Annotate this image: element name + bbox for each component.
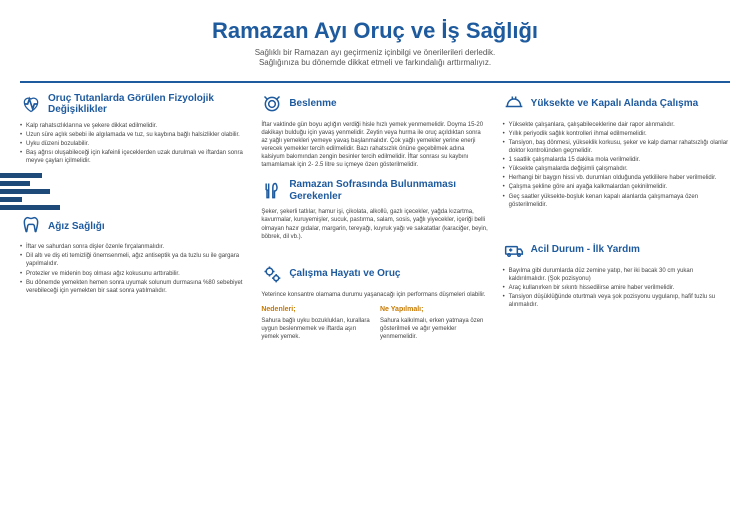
sub-heading-causes: Nedenleri; — [261, 305, 370, 314]
section-body: İftar ve sahurdan sonra dişler özenle fı… — [20, 243, 247, 295]
two-column: Nedenleri; Sahura bağlı uyku bozukluklar… — [261, 305, 488, 342]
section-body: Yeterince konsantre olamama durumu yaşan… — [261, 291, 488, 299]
list-item: Yüksekte çalışmalarda değişimli çalışmal… — [503, 165, 730, 173]
section-body: İftar vaktinde gün boyu açlığın verdiği … — [261, 121, 488, 170]
list-item: Kalp rahatsızlıklarına ve şekere dikkat … — [20, 122, 247, 130]
list: Bayılma gibi durumlarda düz zemine yatıp… — [503, 267, 730, 309]
list-item: 1 saatlik çalışmalarda 15 dakika mola ve… — [503, 156, 730, 164]
section-title: Yüksekte ve Kapalı Alanda Çalışma — [531, 98, 699, 110]
list-item: Protezler ve midenin boş olması ağız kok… — [20, 270, 247, 278]
sub-text: Sahura bağlı uyku bozuklukları, kurallar… — [261, 317, 370, 341]
gears-icon — [261, 263, 283, 285]
content-grid: Oruç Tutanlarda Görülen Fizyolojik Değiş… — [0, 93, 750, 342]
plate-icon — [261, 180, 283, 202]
list-item: Tansiyon düşüklüğünde oturtmalı veya şok… — [503, 293, 730, 309]
list-item: Çalışma şekline göre ani ayağa kalkmalar… — [503, 183, 730, 191]
tooth-icon — [20, 215, 42, 237]
meal-icon — [261, 93, 283, 115]
sub-text: Sahura kalkılmalı, erken yatmaya özen gö… — [380, 317, 489, 341]
section-title: Acil Durum - İlk Yardım — [531, 244, 640, 256]
list: Kalp rahatsızlıklarına ve şekere dikkat … — [20, 122, 247, 165]
section-title: Ramazan Sofrasında Bulunmaması Gerekenle… — [289, 179, 488, 202]
heartbeat-icon — [20, 93, 42, 115]
page-title: Ramazan Ayı Oruç ve İş Sağlığı — [50, 18, 700, 44]
helmet-icon — [503, 93, 525, 115]
subtitle-2: Sağlığınıza bu dönemde dikkat etmeli ve … — [50, 58, 700, 68]
list-item: İftar ve sahurdan sonra dişler özenle fı… — [20, 243, 247, 251]
section-title: Beslenme — [289, 98, 336, 110]
section-body: Şeker, şekerli tatlılar, hamur işi, çiko… — [261, 208, 488, 240]
section-title: Çalışma Hayatı ve Oruç — [289, 268, 400, 280]
header: Ramazan Ayı Oruç ve İş Sağlığı Sağlıklı … — [20, 0, 730, 83]
section-work-fasting: Çalışma Hayatı ve Oruç Yeterince konsant… — [261, 263, 488, 342]
section-heights-confined: Yüksekte ve Kapalı Alanda Çalışma Yüksek… — [503, 93, 730, 209]
section-title: Ağız Sağlığı — [48, 221, 105, 233]
list: Yüksekte çalışanlara, çalışabileceklerin… — [503, 121, 730, 209]
section-nutrition: Beslenme İftar vaktinde gün boyu açlığın… — [261, 93, 488, 170]
sub-heading-actions: Ne Yapılmalı; — [380, 305, 489, 314]
ambulance-icon — [503, 239, 525, 261]
list: İftar ve sahurdan sonra dişler özenle fı… — [20, 243, 247, 295]
list-item: Bayılma gibi durumlarda düz zemine yatıp… — [503, 267, 730, 283]
subtitle-1: Sağlıklı bir Ramazan ayı geçirmeniz için… — [50, 48, 700, 58]
section-oral-health: Ağız Sağlığı İftar ve sahurdan sonra diş… — [20, 215, 247, 295]
section-physiological: Oruç Tutanlarda Görülen Fizyolojik Değiş… — [20, 93, 247, 165]
section-avoid-foods: Ramazan Sofrasında Bulunmaması Gerekenle… — [261, 179, 488, 240]
list-item: Uyku düzeni bozulabilir. — [20, 140, 247, 148]
section-body: Yüksekte çalışanlara, çalışabileceklerin… — [503, 121, 730, 209]
decorative-bars — [0, 173, 60, 213]
list-item: Araç kullanırken bir sıkıntı hissedilirs… — [503, 284, 730, 292]
section-first-aid: Acil Durum - İlk Yardım Bayılma gibi dur… — [503, 239, 730, 309]
section-body: Kalp rahatsızlıklarına ve şekere dikkat … — [20, 122, 247, 165]
list-item: Herhangi bir baygın hissi vb. durumları … — [503, 174, 730, 182]
list-item: Uzun süre açlık sebebi ile algılamada ve… — [20, 131, 247, 139]
list-item: Yüksekte çalışanlara, çalışabileceklerin… — [503, 121, 730, 129]
list-item: Baş ağrısı oluşabileceği için kafeinli i… — [20, 149, 247, 165]
list-item: Geç saatler yüksekte-boşluk kenarı kapal… — [503, 193, 730, 209]
list-item: Dil altı ve diş eti temizliği önemsenmel… — [20, 252, 247, 268]
section-body: Bayılma gibi durumlarda düz zemine yatıp… — [503, 267, 730, 309]
list-item: Bu dönemde yemekten hemen sonra uyumak s… — [20, 279, 247, 295]
list-item: Yıllık periyodik sağlık kontrolleri ihma… — [503, 130, 730, 138]
list-item: Tansiyon, baş dönmesi, yükseklik korkusu… — [503, 139, 730, 155]
section-title: Oruç Tutanlarda Görülen Fizyolojik Değiş… — [48, 93, 247, 116]
